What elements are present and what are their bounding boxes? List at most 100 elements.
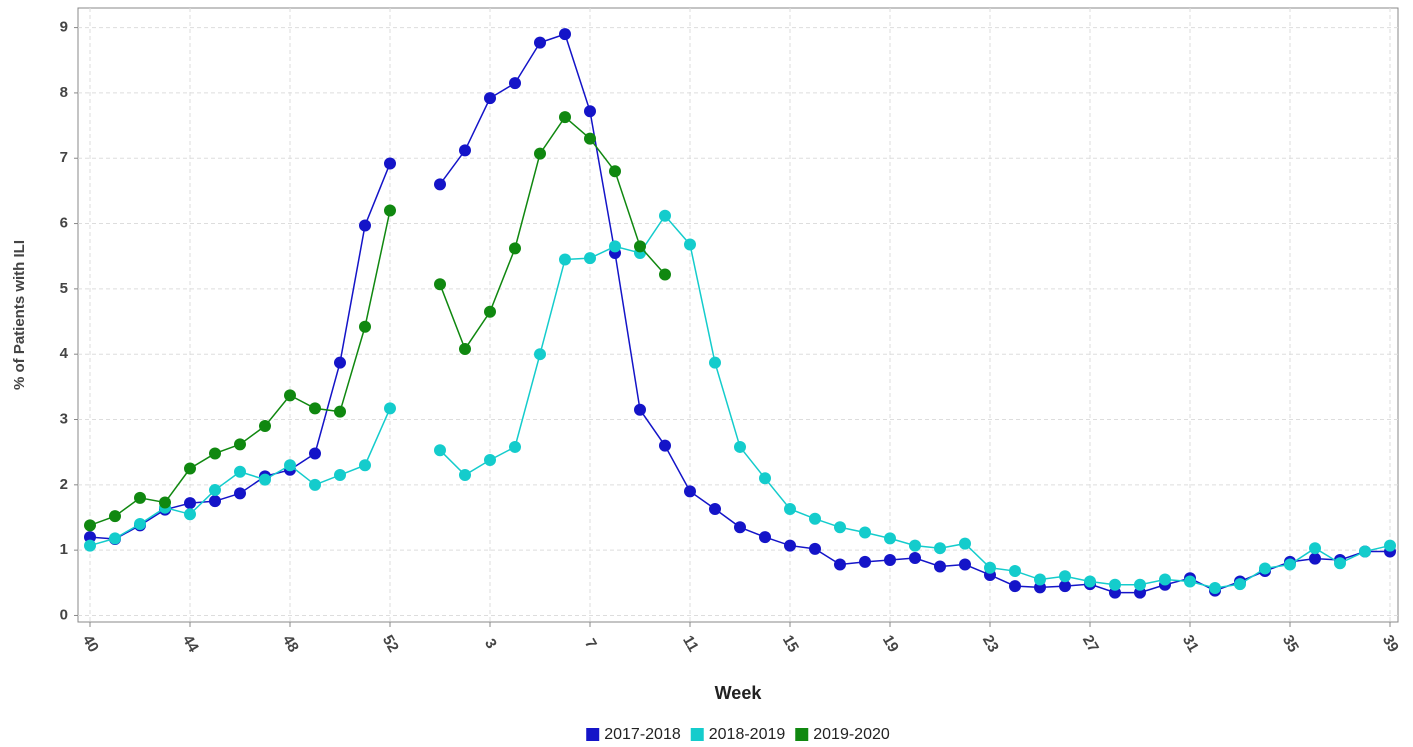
data-point [809,542,821,555]
data-point [309,447,321,460]
data-point [859,526,871,539]
data-point [434,178,446,191]
data-point [659,209,671,222]
data-point [184,462,196,475]
data-point [1309,542,1321,555]
data-point [384,157,396,170]
data-point [1159,573,1171,586]
data-point [234,487,246,500]
data-point [609,165,621,178]
x-tick-label: 23 [979,632,1002,655]
data-point [309,402,321,415]
data-point [334,356,346,369]
data-point [884,553,896,566]
data-point [534,36,546,49]
data-point [959,537,971,550]
data-point [109,510,121,523]
data-point [384,402,396,415]
data-point [209,484,221,497]
y-tick-label: 8 [60,84,68,101]
data-point [1059,570,1071,583]
data-point [884,532,896,545]
data-point [1359,545,1371,558]
x-tick-label: 3 [481,636,500,652]
data-point [634,403,646,416]
data-point [509,440,521,453]
y-tick-label: 7 [60,149,68,166]
x-tick-label: 52 [379,632,402,655]
data-point [484,454,496,467]
data-point [859,555,871,568]
data-point [84,519,96,532]
data-point [1334,557,1346,570]
x-tick-label: 35 [1279,632,1302,655]
data-point [1134,578,1146,591]
data-point [984,561,996,574]
plot-area [77,7,1399,623]
data-point [759,472,771,485]
data-point [234,438,246,451]
data-point [934,542,946,555]
data-point [759,531,771,544]
y-tick-label: 3 [60,410,68,427]
x-tick-label: 48 [279,632,302,655]
data-point [1034,573,1046,586]
data-point [1309,552,1321,565]
data-point [1384,539,1396,552]
data-point [309,478,321,491]
data-point [734,440,746,453]
data-point [559,111,571,124]
y-tick-label: 9 [60,19,68,36]
legend: 2017-2018 2018-2019 2019-2020 [586,726,890,743]
data-point [734,521,746,534]
data-point [509,77,521,90]
data-point [959,558,971,571]
data-point [259,473,271,486]
data-point [459,144,471,157]
data-point [584,132,596,145]
data-point [784,502,796,515]
y-tick-label: 6 [60,215,68,232]
data-point [109,532,121,545]
data-point [134,518,146,531]
data-point [159,496,171,509]
legend-label: 2018-2019 [709,726,786,743]
data-point [1209,582,1221,595]
data-point [359,219,371,232]
data-point [84,531,96,544]
data-point [459,469,471,482]
data-point [659,268,671,281]
data-point [459,342,471,355]
data-point [909,551,921,564]
data-point [1259,562,1271,575]
x-tick-label: 15 [779,632,802,655]
legend-swatch [586,728,600,741]
data-point [484,92,496,105]
data-point [334,405,346,418]
data-point [784,539,796,552]
data-point [809,512,821,525]
x-axis-title: Week [715,683,763,703]
data-point [359,459,371,472]
data-point [84,539,96,552]
x-tick-label: 11 [679,633,702,655]
data-point [1009,565,1021,578]
x-tick-label: 7 [581,636,600,652]
data-point [434,278,446,291]
data-point [484,305,496,318]
data-point [684,485,696,498]
data-point [709,356,721,369]
x-tick-label: 40 [79,632,102,655]
data-point [1234,578,1246,591]
data-point [934,560,946,573]
y-tick-label: 0 [60,606,68,623]
y-axis-title: % of Patients with ILI [11,240,28,390]
data-point [634,240,646,253]
data-point [434,444,446,457]
data-point [909,539,921,552]
y-tick-label: 1 [60,541,68,558]
data-point [1084,575,1096,588]
y-tick-label: 4 [60,345,69,362]
data-point [659,439,671,452]
